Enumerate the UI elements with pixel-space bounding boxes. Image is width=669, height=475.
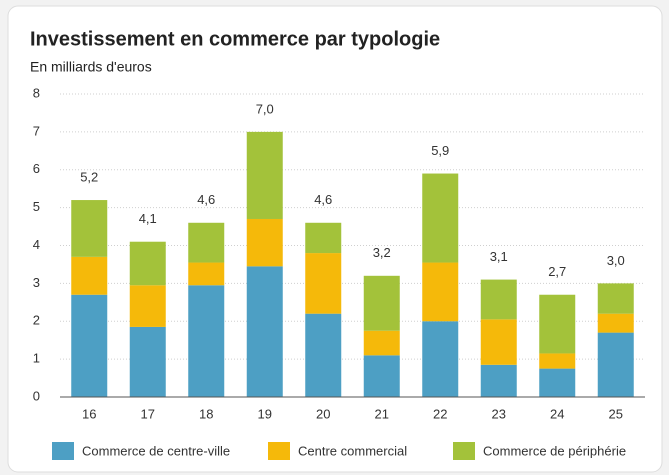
x-tick-label: 21 [375,406,389,421]
legend-swatch [268,442,290,460]
bar-segment [246,266,283,397]
x-tick-label: 16 [82,406,96,421]
bar-segment [305,253,342,314]
bar-segment [71,294,108,397]
bar-segment [480,319,517,365]
bar-segment [539,294,576,354]
y-tick-label: 5 [33,199,40,214]
legend-swatch [453,442,475,460]
total-label: 4,6 [314,192,332,207]
legend-label: Commerce de périphérie [483,443,626,458]
y-tick-label: 4 [33,237,40,252]
legend-label: Commerce de centre-ville [82,443,230,458]
total-label: 3,0 [607,253,625,268]
y-tick-label: 8 [33,85,40,100]
bar-segment [188,285,225,397]
bar-segment [71,256,108,295]
total-label: 2,7 [548,264,566,279]
bar-segment [129,326,166,397]
bar-segment [363,355,400,397]
bar-segment [480,279,517,320]
bar-segment [363,330,400,356]
total-label: 7,0 [256,101,274,116]
total-label: 4,6 [197,192,215,207]
x-tick-label: 25 [609,406,623,421]
chart-subtitle: En milliards d'euros [30,59,152,75]
bar-segment [597,313,634,333]
y-tick-label: 1 [33,351,40,366]
bar-segment [363,275,400,331]
bar-segment [188,262,225,286]
bar-segment [305,313,342,397]
bar-segment [480,364,517,397]
bar-segment [246,131,283,219]
bar-segment [539,368,576,397]
total-label: 3,2 [373,245,391,260]
x-tick-label: 23 [492,406,506,421]
y-tick-label: 7 [33,123,40,138]
x-tick-label: 22 [433,406,447,421]
x-tick-label: 19 [258,406,272,421]
bar-segment [305,222,342,254]
legend-swatch [52,442,74,460]
x-tick-label: 24 [550,406,564,421]
legend-label: Centre commercial [298,443,407,458]
bar-segment [246,218,283,267]
bar-segment [129,241,166,286]
x-tick-label: 20 [316,406,330,421]
total-label: 3,1 [490,249,508,264]
bar-segment [597,332,634,397]
total-label: 5,9 [431,143,449,158]
bar-segment [71,200,108,257]
x-tick-label: 17 [141,406,155,421]
bar-segment [129,285,166,327]
y-tick-label: 3 [33,275,40,290]
bar-segment [422,173,459,263]
y-tick-label: 6 [33,161,40,176]
y-tick-label: 0 [33,388,40,403]
bar-segment [188,222,225,263]
bar-segment [597,283,634,314]
chart-title: Investissement en commerce par typologie [30,28,440,50]
bar-segment [539,353,576,369]
x-tick-label: 18 [199,406,213,421]
total-label: 4,1 [139,211,157,226]
bar-segment [422,262,459,322]
bar-segment [422,321,459,397]
total-label: 5,2 [80,169,98,184]
y-tick-label: 2 [33,313,40,328]
